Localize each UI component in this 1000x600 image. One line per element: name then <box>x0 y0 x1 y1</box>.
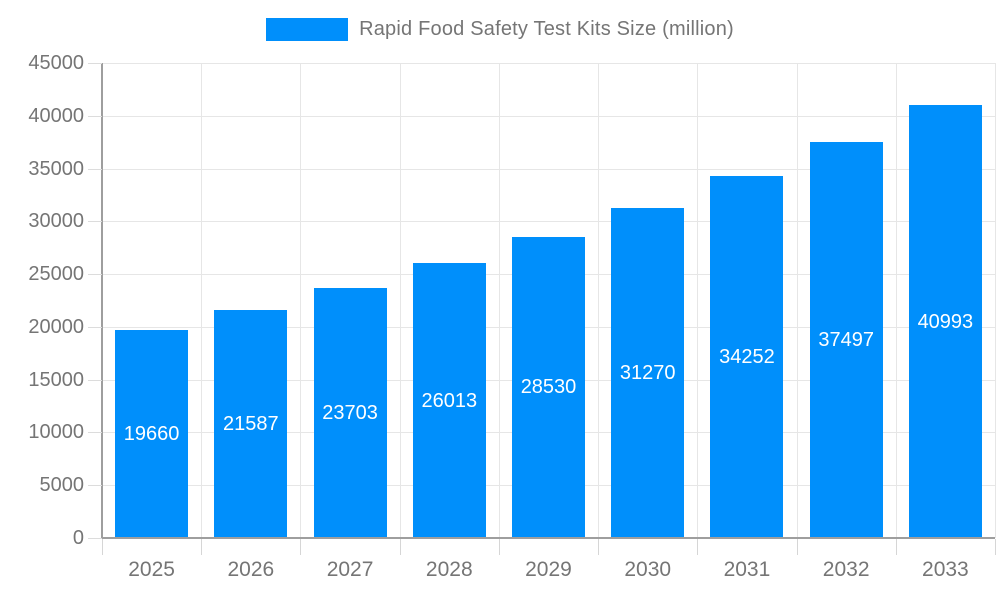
x-tick-2 <box>300 539 301 555</box>
x-axis-label-2025: 2025 <box>128 558 175 581</box>
gridline-x-7 <box>797 63 798 538</box>
x-tick-9 <box>995 539 996 555</box>
y-tick-10000 <box>88 432 102 434</box>
bar-2029[interactable] <box>512 236 585 538</box>
bar-value-label: 28530 <box>520 376 577 399</box>
bar-value-label: 26013 <box>421 389 478 412</box>
y-axis-label: 45000 <box>28 52 84 74</box>
bar-2033[interactable] <box>908 105 982 538</box>
x-axis-label-2033: 2033 <box>922 558 969 581</box>
y-tick-20000 <box>88 326 102 328</box>
legend-swatch <box>266 18 349 41</box>
gridline-x-8 <box>896 63 897 538</box>
x-axis-label-2030: 2030 <box>624 558 672 581</box>
y-tick-25000 <box>88 274 102 276</box>
x-axis-label-2028: 2028 <box>425 558 473 581</box>
x-tick-6 <box>697 539 698 555</box>
bar-2031[interactable] <box>710 176 784 538</box>
y-axis-label: 10000 <box>28 421 84 444</box>
x-tick-7 <box>797 539 798 555</box>
y-axis-label: 20000 <box>28 315 84 338</box>
x-tick-3 <box>400 539 401 555</box>
gridline-x-5 <box>598 63 599 538</box>
y-tick-35000 <box>88 168 102 170</box>
y-tick-40000 <box>88 115 102 117</box>
bar-2027[interactable] <box>313 287 387 538</box>
bar-value-label: 37497 <box>818 329 874 352</box>
bar-2032[interactable] <box>809 142 883 538</box>
x-axis-label-2027: 2027 <box>326 558 374 581</box>
plot-area: 19660 21587 23703 26013 28530 31270 34252 37497… <box>102 63 996 538</box>
gridline-y-30000 <box>102 221 995 223</box>
y-axis-label: 40000 <box>28 104 84 127</box>
bar-value-label: 23703 <box>322 401 378 424</box>
y-tick-0 <box>88 538 102 539</box>
x-axis-line <box>101 537 995 539</box>
legend[interactable]: Rapid Food Safety Test Kits Size (millio… <box>0 18 1000 41</box>
gridline-x-9 <box>995 63 996 538</box>
legend-label: Rapid Food Safety Test Kits Size (millio… <box>359 18 734 40</box>
x-tick-4 <box>499 539 500 555</box>
x-axis-label-2032: 2032 <box>822 558 870 581</box>
bar-value-label: 34252 <box>719 346 775 369</box>
bar-2026[interactable] <box>214 310 288 538</box>
y-tick-30000 <box>88 221 102 223</box>
bar-2028[interactable] <box>412 263 486 538</box>
gridline-x-6 <box>697 63 698 538</box>
x-tick-8 <box>896 539 897 555</box>
bar-value-label: 31270 <box>619 361 676 384</box>
y-axis-label: 5000 <box>39 474 85 497</box>
bar-2030[interactable] <box>611 207 685 538</box>
y-tick-45000 <box>88 63 102 64</box>
y-tick-5000 <box>88 485 102 487</box>
x-tick-5 <box>598 539 599 555</box>
x-tick-1 <box>201 539 202 555</box>
gridline-y-40000 <box>102 115 995 117</box>
y-axis-label: 30000 <box>28 210 84 233</box>
x-axis-label-2031: 2031 <box>723 558 771 581</box>
x-axis-label-2029: 2029 <box>525 558 572 581</box>
gridline-x-4 <box>499 63 500 538</box>
gridline-y-45000 <box>102 63 995 64</box>
gridline-y-35000 <box>102 168 995 170</box>
gridline-x-1 <box>201 63 202 538</box>
bar-value-label: 40993 <box>917 310 974 333</box>
y-axis-label: 25000 <box>28 263 84 286</box>
gridline-x-2 <box>300 63 301 538</box>
gridline-x-3 <box>400 63 401 538</box>
y-axis-label: 15000 <box>28 368 84 391</box>
bar-value-label: 19660 <box>123 423 180 446</box>
y-tick-15000 <box>88 379 102 381</box>
x-tick-0 <box>102 539 103 555</box>
bar-value-label: 21587 <box>223 413 279 436</box>
y-axis-label: 0 <box>72 527 84 549</box>
y-axis-label: 35000 <box>28 157 84 180</box>
y-axis-line <box>101 63 103 538</box>
bar-2025[interactable] <box>115 330 189 538</box>
x-axis-label-2026: 2026 <box>227 558 275 581</box>
